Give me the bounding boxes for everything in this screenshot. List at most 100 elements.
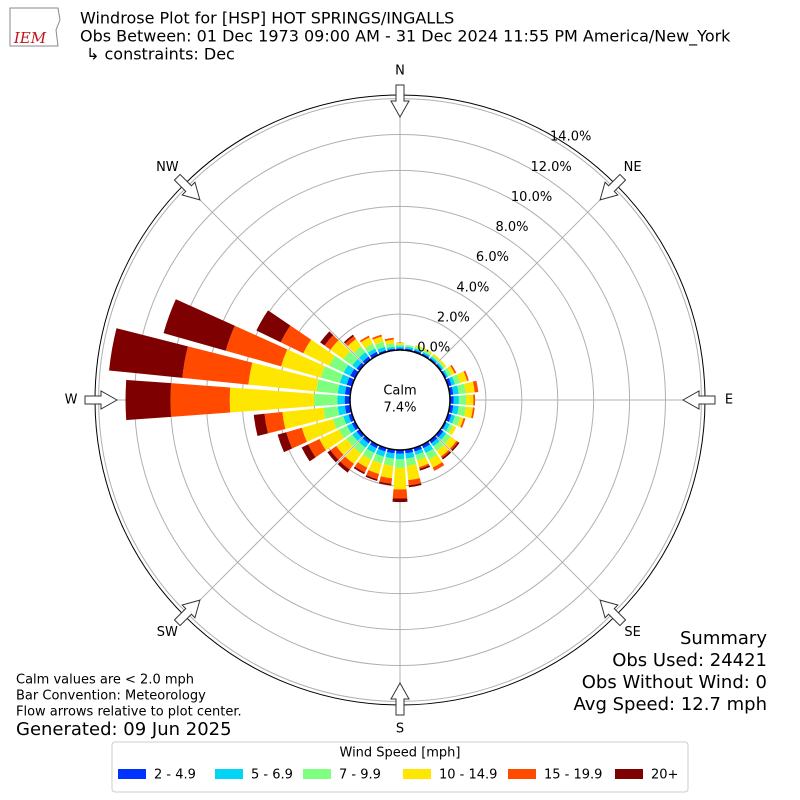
- wind-bar-segment: [448, 414, 456, 424]
- wind-bar-segment: [451, 441, 460, 452]
- wind-bar-segment: [324, 335, 339, 350]
- legend-swatch: [303, 769, 331, 779]
- radial-tick-label: 10.0%: [511, 190, 552, 205]
- wind-bar-segment: [359, 335, 370, 343]
- wind-bar-segment: [352, 431, 362, 442]
- flow-arrow-shape: [681, 390, 716, 410]
- wind-bar-segment: [385, 343, 395, 349]
- radial-tick-label: 2.0%: [437, 310, 470, 325]
- wind-bar-segment: [444, 436, 457, 449]
- wind-bar-segment: [424, 348, 433, 355]
- wind-bar-segment: [418, 463, 430, 469]
- wind-bar-segment: [415, 452, 426, 461]
- wind-bar-segment: [445, 378, 452, 387]
- wind-bar-segment: [372, 336, 384, 345]
- wind-bar-segment: [352, 358, 362, 369]
- wind-bar-segment: [413, 445, 422, 452]
- wind-bar-segment: [405, 451, 415, 459]
- wind-bar-segment: [396, 346, 404, 349]
- wind-bar-segment: [182, 346, 253, 385]
- wind-bar-segment: [367, 348, 377, 356]
- logo-text: IEM: [13, 29, 47, 47]
- wind-bar-segment: [343, 334, 354, 344]
- wind-bar-segment: [320, 331, 334, 346]
- wind-bar-segment: [330, 446, 344, 460]
- wind-bar-segment: [303, 339, 335, 366]
- wind-bar-segment: [301, 444, 316, 462]
- wind-bar-segment: [347, 339, 362, 353]
- wind-bar-segment: [414, 348, 422, 353]
- wind-bar-segment: [423, 444, 434, 454]
- radial-tick-label: 4.0%: [456, 280, 489, 295]
- wind-bar-segment: [430, 356, 438, 363]
- wind-bar-segment: [405, 344, 414, 349]
- wind-bar-segment: [345, 336, 357, 347]
- calm-label: Calm: [383, 384, 416, 399]
- radial-tick-label: 12.0%: [530, 160, 571, 175]
- legend-label: 10 - 14.9: [439, 768, 497, 783]
- wind-bar-segment: [431, 355, 439, 362]
- wind-bar-segment: [314, 393, 338, 407]
- wind-bar-segment: [405, 457, 417, 466]
- wind-bar-segment: [452, 415, 461, 426]
- calm-circle: [349, 349, 451, 451]
- note: Flow arrows relative to plot center.: [16, 705, 242, 720]
- radial-grid-line: [435, 435, 617, 617]
- wind-bar-segment: [308, 438, 326, 458]
- wind-bar-segment: [319, 429, 344, 451]
- wind-bar-segment: [438, 431, 447, 440]
- wind-bar-segment: [415, 344, 424, 350]
- wind-bar-segment: [448, 376, 456, 386]
- wind-bar-segment: [332, 416, 347, 429]
- wind-bar-segment: [395, 344, 405, 347]
- wind-bar-segment: [344, 395, 351, 405]
- wind-bar-segment: [395, 453, 405, 459]
- wind-bar-segment: [343, 364, 355, 376]
- flow-arrow-shape: [599, 173, 627, 201]
- flow-arrow-shape: [390, 681, 410, 716]
- wind-bar-segment: [414, 346, 423, 352]
- wind-bar-segment: [346, 434, 358, 447]
- direction-label: S: [396, 722, 404, 737]
- radial-tick-label: 6.0%: [476, 250, 509, 265]
- wind-bar-segment: [358, 438, 369, 448]
- flow-arrow-shape: [84, 390, 119, 410]
- logo: IEM: [9, 7, 61, 47]
- legend-label: 15 - 19.9: [544, 768, 602, 783]
- wind-bar-segment: [337, 461, 350, 473]
- flow-arrow: [173, 173, 201, 201]
- wind-bar-segment: [419, 465, 431, 471]
- wind-bar-segment: [463, 370, 469, 382]
- wind-bar-segment: [377, 346, 386, 353]
- wind-bar-segment: [392, 498, 408, 503]
- wind-bar-segment: [280, 325, 312, 354]
- wind-bar-segment: [353, 442, 366, 454]
- flow-arrow: [173, 599, 201, 627]
- wind-bar-segment: [356, 429, 365, 438]
- wind-bar-segment: [345, 447, 362, 464]
- wind-bar-segment: [337, 384, 347, 395]
- summary-line: Avg Speed: 12.7 mph: [574, 694, 767, 715]
- wind-bar-segment: [320, 366, 343, 383]
- wind-bar-segment: [353, 346, 366, 358]
- wind-bar-segment: [323, 406, 340, 419]
- wind-bar-segment: [337, 405, 347, 416]
- wind-bar-segment: [383, 457, 395, 466]
- wind-bar-segment: [362, 435, 371, 444]
- wind-bar-segment: [229, 387, 315, 413]
- wind-bar-segment: [353, 466, 365, 475]
- wind-bar-segment: [464, 381, 475, 394]
- flow-arrow: [599, 173, 627, 201]
- wind-bar-segment: [327, 450, 339, 463]
- flow-arrow-shape: [390, 84, 410, 119]
- direction-label: W: [65, 393, 78, 408]
- wind-bar-segment: [125, 379, 172, 421]
- wind-bar-segment: [338, 425, 352, 439]
- wind-bar-segment: [442, 369, 449, 378]
- wind-bar-segment: [395, 342, 405, 345]
- wind-bar-segment: [385, 451, 395, 459]
- wind-bar-segment: [366, 470, 380, 480]
- wind-bar-segment: [431, 438, 440, 447]
- wind-bar-segment: [473, 394, 476, 406]
- wind-bar-segment: [366, 444, 377, 454]
